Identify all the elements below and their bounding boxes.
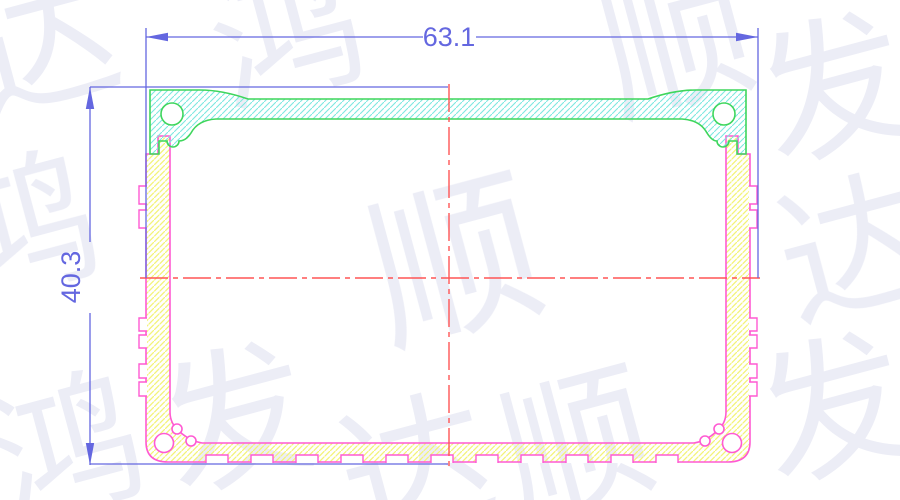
arrow-down-icon <box>85 443 95 465</box>
dimension-arrows <box>85 32 758 465</box>
right-wall-serrations <box>749 185 758 397</box>
boss-notch <box>171 423 183 435</box>
watermark-character: 鸿 <box>0 349 161 500</box>
serration-notch <box>749 381 758 397</box>
dimension-layer: 63.1 40.3 <box>56 22 759 465</box>
width-dimension-label: 63.1 <box>423 22 476 52</box>
serration-notch <box>250 454 274 463</box>
serration-notch <box>749 334 758 349</box>
serration-notch <box>138 381 147 397</box>
serration-notch <box>749 209 758 229</box>
serration-notch <box>475 454 499 463</box>
screw-bosses <box>153 423 743 454</box>
screw-hole <box>153 432 175 454</box>
centerlines <box>140 84 760 471</box>
arrow-up-icon <box>85 87 95 109</box>
serration-notch <box>295 454 319 463</box>
serration-notch <box>749 185 758 205</box>
height-dimension-label: 40.3 <box>56 251 86 304</box>
body-profile <box>138 135 758 463</box>
serration-notch <box>430 454 454 463</box>
boss-notch <box>699 435 711 447</box>
lid-outline <box>149 89 747 155</box>
serration-notch <box>138 334 147 349</box>
boss-notch <box>185 435 197 447</box>
serration-notch <box>749 317 758 332</box>
serration-notch <box>655 454 679 463</box>
serration-notch <box>565 454 589 463</box>
serration-notch <box>138 317 147 332</box>
serration-notch <box>138 185 147 205</box>
serration-notch <box>749 363 758 379</box>
watermark-character: 达 <box>0 0 136 145</box>
watermark-character: 顺 <box>348 150 561 378</box>
serration-notch <box>138 363 147 379</box>
serration-notch <box>340 454 364 463</box>
watermark-character: 达 <box>322 369 510 500</box>
lid-profile <box>149 89 747 155</box>
bottom-serrations <box>205 454 679 463</box>
serration-notch <box>520 454 544 463</box>
watermark-character: 发 <box>740 309 900 500</box>
lid-screw-hole <box>712 102 736 126</box>
serration-notch <box>385 454 409 463</box>
watermark-character: 顺 <box>482 344 670 500</box>
left-wall-serrations <box>138 185 147 397</box>
serration-notch <box>205 454 229 463</box>
screw-hole <box>721 432 743 454</box>
arrow-right-icon <box>736 32 758 42</box>
arrow-left-icon <box>146 32 168 42</box>
boss-notch <box>713 423 725 435</box>
serration-notch <box>610 454 634 463</box>
lid-screw-hole <box>160 102 184 126</box>
serration-notch <box>138 209 147 229</box>
